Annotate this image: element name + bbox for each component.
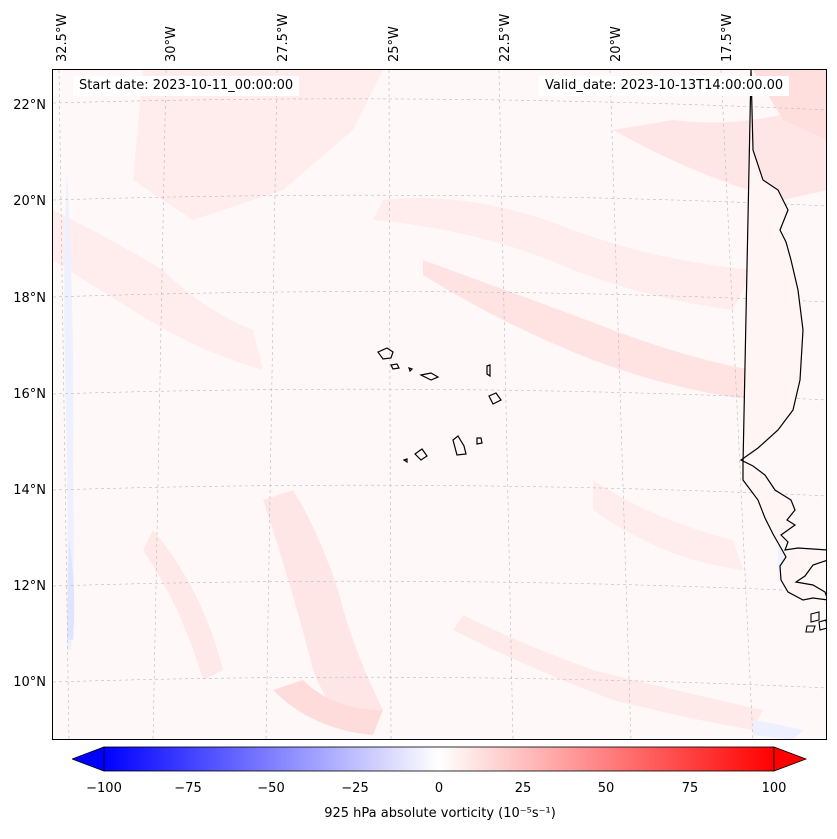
- bijagos-islands: [805, 611, 826, 633]
- start-date-label: Start date: 2023-10-11_00:00:00: [73, 76, 300, 96]
- colorbar-title: 925 hPa absolute vorticity (10⁻⁵s⁻¹): [324, 806, 556, 821]
- lon-label-25w: 25°W: [387, 26, 402, 62]
- lon-label-32-5w: 32.5°W: [55, 13, 70, 62]
- lat-label-22n: 22°N: [13, 98, 46, 113]
- lat-label-16n: 16°N: [13, 387, 46, 402]
- lat-label-12n: 12°N: [13, 579, 46, 594]
- cape-verde-islands: [377, 347, 502, 464]
- lat-label-10n: 10°N: [13, 675, 46, 690]
- west-africa-coastline: [739, 70, 826, 601]
- lat-label-14n: 14°N: [13, 483, 46, 498]
- colorbar-tick-50: 50: [597, 781, 615, 796]
- vorticity-field: [53, 70, 826, 739]
- lon-label-27-5w: 27.5°W: [276, 13, 291, 62]
- colorbar-tick-25: 25: [514, 781, 532, 796]
- graticule: [53, 70, 826, 739]
- colorbar-tick-100: 100: [761, 781, 787, 796]
- lon-label-22-5w: 22.5°W: [498, 13, 513, 62]
- lon-label-17-5w: 17.5°W: [720, 13, 735, 62]
- colorbar-tick-neg50: −50: [257, 781, 285, 796]
- colorbar-tick-0: 0: [434, 781, 444, 796]
- colorbar-tick-neg100: −100: [86, 781, 122, 796]
- colorbar-tick-neg75: −75: [174, 781, 202, 796]
- vorticity-map[interactable]: [52, 69, 827, 740]
- colorbar-tick-neg25: −25: [341, 781, 369, 796]
- valid-date-label: Valid_date: 2023-10-13T14:00:00.00: [539, 76, 790, 96]
- colorbar-tick-75: 75: [681, 781, 699, 796]
- lon-label-20w: 20°W: [609, 26, 624, 62]
- lon-label-30w: 30°W: [164, 26, 179, 62]
- colorbar-max-arrow: [773, 746, 808, 772]
- colorbar: [72, 746, 808, 772]
- lat-label-18n: 18°N: [13, 291, 46, 306]
- colorbar-min-arrow: [72, 746, 105, 772]
- lat-label-20n: 20°N: [13, 194, 46, 209]
